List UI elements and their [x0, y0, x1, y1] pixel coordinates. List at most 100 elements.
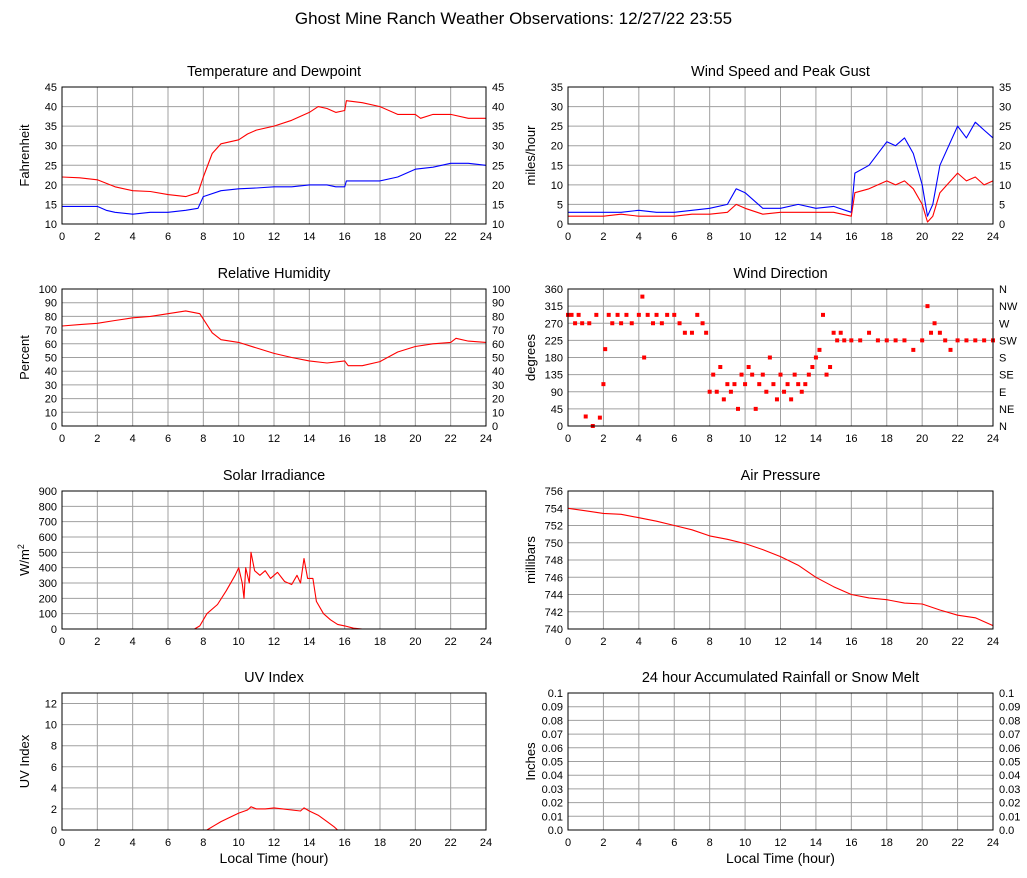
x-tick-label: 16	[845, 837, 857, 849]
x-tick-label: 8	[200, 636, 206, 648]
data-point	[645, 312, 650, 317]
series-line	[567, 507, 994, 627]
y-tick-label-right: 10	[492, 219, 504, 231]
data-point	[982, 338, 987, 343]
y-tick-label: 10	[45, 720, 57, 732]
x-tick-label: 18	[881, 636, 893, 648]
data-point	[682, 330, 687, 335]
x-tick-label: 4	[130, 433, 136, 445]
y-tick-label: 0	[51, 421, 57, 433]
x-tick-label: 12	[268, 837, 280, 849]
data-point	[640, 294, 645, 299]
y-tick-label-right: 25	[492, 160, 504, 172]
x-tick-label: 12	[268, 636, 280, 648]
y-tick-label: 25	[45, 160, 57, 172]
x-tick-label: 18	[374, 231, 386, 243]
data-point	[782, 389, 787, 394]
x-tick-label: 4	[130, 231, 136, 243]
data-point	[774, 397, 779, 402]
x-tick-label: 0	[59, 837, 65, 849]
plot-frame	[61, 490, 487, 630]
chart-title: 24 hour Accumulated Rainfall or Snow Mel…	[642, 670, 919, 686]
y-tick-label-right: NW	[999, 301, 1018, 313]
x-tick-label: 6	[165, 231, 171, 243]
x-tick-label: 22	[445, 231, 457, 243]
y-tick-label: 744	[545, 590, 563, 602]
data-point	[606, 312, 611, 317]
y-tick-label: 0.04	[542, 770, 563, 782]
x-tick-label: 20	[409, 837, 421, 849]
y-tick-label: 0	[51, 624, 57, 636]
y-tick-label: 100	[39, 609, 57, 621]
x-tick-label: 24	[480, 433, 492, 445]
x-tick-label: 10	[739, 837, 751, 849]
y-tick-label: 20	[45, 394, 57, 406]
x-tick-label: 8	[707, 231, 713, 243]
y-tick-label: 0	[557, 219, 563, 231]
x-tick-label: 14	[810, 433, 822, 445]
series-line	[61, 310, 487, 367]
data-point	[583, 414, 588, 419]
x-tick-label: 24	[480, 231, 492, 243]
data-point	[651, 321, 655, 326]
y-tick-label-right: 40	[492, 366, 504, 378]
data-point	[767, 355, 772, 360]
plot-frame	[61, 692, 487, 831]
plot-frame	[567, 490, 994, 630]
y-axis-label: Fahrenheit	[17, 124, 32, 187]
x-tick-label: 4	[636, 231, 642, 243]
y-tick-label-right: 40	[492, 102, 504, 114]
x-tick-label: 0	[565, 231, 571, 243]
x-tick-label: 16	[845, 433, 857, 445]
data-point	[624, 312, 629, 317]
x-tick-label: 16	[339, 433, 351, 445]
data-point	[753, 406, 758, 411]
x-tick-label: 0	[565, 837, 571, 849]
y-tick-label: 40	[45, 102, 57, 114]
x-tick-label: 8	[707, 636, 713, 648]
plot-frame	[61, 86, 487, 225]
x-tick-label: 10	[233, 837, 245, 849]
y-tick-label: 45	[551, 404, 563, 416]
x-tick-label: 2	[94, 433, 100, 445]
y-axis-label-superscript: 2	[16, 544, 26, 549]
data-point	[736, 406, 740, 411]
y-tick-label: 0	[51, 825, 57, 837]
x-tick-label: 22	[445, 636, 457, 648]
x-axis-label: Local Time (hour)	[726, 850, 835, 866]
data-point	[569, 312, 574, 317]
x-tick-label: 16	[845, 231, 857, 243]
y-tick-label-right: 35	[492, 121, 504, 133]
x-tick-label: 16	[845, 636, 857, 648]
y-tick-label: 748	[545, 555, 563, 567]
data-point	[714, 389, 719, 394]
data-point	[711, 372, 716, 377]
data-point	[803, 382, 808, 387]
data-point	[911, 347, 916, 352]
y-tick-label-right: 45	[492, 82, 504, 94]
x-tick-label: 12	[774, 837, 786, 849]
data-point	[601, 382, 606, 387]
x-tick-label: 2	[600, 636, 606, 648]
y-tick-label: 225	[545, 335, 563, 347]
x-tick-label: 8	[707, 837, 713, 849]
y-tick-label-right: S	[999, 353, 1006, 365]
x-tick-label: 8	[200, 837, 206, 849]
y-tick-label: 15	[45, 199, 57, 211]
y-tick-label-right: 0.0	[999, 825, 1014, 837]
y-tick-label: 2	[51, 804, 57, 816]
data-point	[828, 365, 833, 370]
x-tick-label: 24	[480, 636, 492, 648]
x-tick-label: 16	[339, 231, 351, 243]
y-tick-label-right: 0.01	[999, 811, 1020, 823]
data-point	[785, 382, 790, 387]
x-tick-label: 22	[951, 636, 963, 648]
chart-title: UV Index	[244, 670, 304, 686]
y-tick-label-right: 10	[492, 407, 504, 419]
series-line	[568, 172, 994, 223]
data-point	[672, 312, 677, 317]
data-point	[813, 355, 818, 360]
